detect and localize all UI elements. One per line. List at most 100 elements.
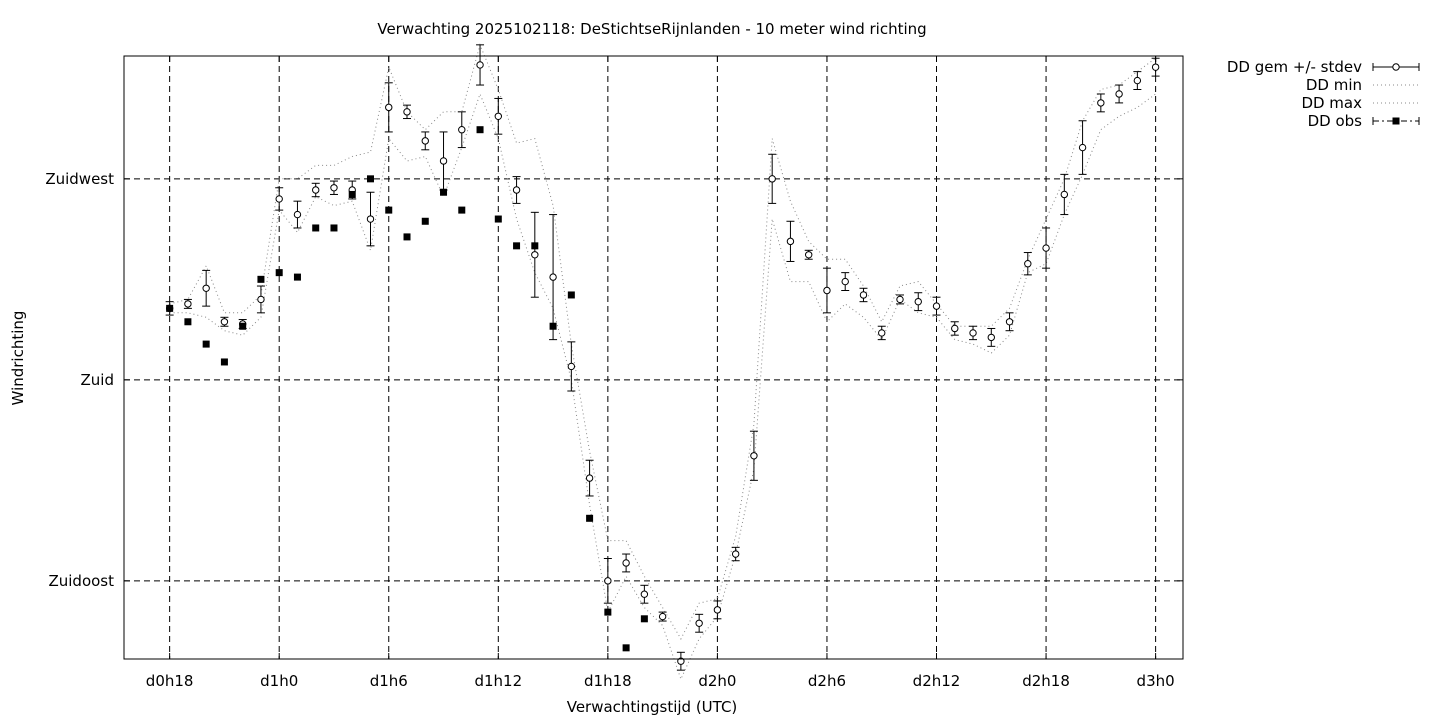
x-tick-label: d3h0 bbox=[1137, 672, 1175, 690]
mean-point bbox=[695, 619, 703, 627]
obs-point bbox=[494, 215, 502, 223]
mean-point bbox=[804, 251, 813, 259]
legend-label: DD gem +/- stdev bbox=[1227, 58, 1362, 76]
mean-point bbox=[859, 291, 868, 299]
y-tick-label: Zuid bbox=[81, 371, 114, 389]
obs-point bbox=[403, 233, 411, 241]
mean-point bbox=[1042, 244, 1050, 252]
mean-point bbox=[1024, 260, 1032, 268]
dd-max-line bbox=[169, 43, 1156, 640]
mean-point bbox=[585, 474, 594, 482]
legend-label: DD max bbox=[1301, 94, 1362, 112]
mean-point bbox=[494, 112, 503, 121]
mean-point bbox=[841, 277, 849, 286]
mean-point bbox=[439, 157, 448, 165]
obs-point bbox=[202, 340, 210, 348]
mean-errorbars bbox=[165, 44, 1160, 671]
obs-point bbox=[312, 224, 320, 232]
mean-point bbox=[1115, 90, 1123, 98]
mean-point bbox=[750, 452, 758, 460]
obs-point bbox=[257, 275, 265, 283]
mean-point bbox=[786, 237, 795, 246]
obs-point bbox=[567, 291, 575, 299]
obs-point bbox=[640, 615, 648, 623]
mean-point bbox=[403, 108, 411, 116]
mean-point bbox=[622, 559, 630, 567]
mean-point bbox=[202, 284, 210, 292]
mean-point bbox=[1060, 190, 1069, 199]
mean-point bbox=[823, 286, 831, 295]
mean-point bbox=[366, 215, 375, 223]
x-tick-label: d0h18 bbox=[146, 672, 194, 690]
mean-point bbox=[640, 590, 649, 598]
mean-point bbox=[731, 550, 740, 558]
mean-point bbox=[932, 302, 941, 310]
min-max-bands bbox=[169, 43, 1156, 681]
dd-min-line bbox=[169, 92, 1156, 681]
legend-label: DD obs bbox=[1308, 112, 1363, 130]
mean-point bbox=[458, 126, 466, 134]
obs-point bbox=[586, 514, 594, 522]
observation-points bbox=[166, 126, 648, 652]
mean-point bbox=[969, 329, 977, 337]
mean-point bbox=[987, 333, 995, 342]
obs-point bbox=[239, 322, 247, 330]
y-tick-label: Zuidwest bbox=[45, 170, 114, 188]
x-tick-label: d2h12 bbox=[913, 672, 961, 690]
mean-point bbox=[658, 612, 667, 621]
mean-point bbox=[567, 362, 576, 371]
mean-point bbox=[677, 657, 685, 665]
obs-point bbox=[366, 175, 374, 183]
obs-point bbox=[220, 358, 228, 366]
axis-ticks: d0h18 d1h0 d1h6 d1h12 d1h18 d2h0 d2h6 d2h12 d2h1… bbox=[45, 56, 1183, 690]
obs-point bbox=[166, 304, 174, 312]
obs-point bbox=[513, 242, 521, 250]
mean-point bbox=[878, 329, 886, 337]
obs-point bbox=[275, 269, 283, 277]
mean-point bbox=[476, 61, 484, 69]
obs-point bbox=[531, 242, 539, 250]
x-tick-label: d1h6 bbox=[370, 672, 408, 690]
grid-lines bbox=[124, 56, 1183, 659]
mean-point bbox=[1151, 63, 1160, 71]
obs-point bbox=[385, 206, 393, 214]
mean-point bbox=[1133, 76, 1142, 85]
mean-point bbox=[184, 300, 192, 308]
obs-point bbox=[348, 190, 356, 198]
mean-point bbox=[421, 137, 429, 145]
obs-point bbox=[458, 206, 466, 214]
obs-point bbox=[421, 217, 429, 225]
chart-title: Verwachting 2025102118: DeStichtseRijnla… bbox=[377, 20, 926, 38]
legend-sample-obs-marker bbox=[1392, 117, 1400, 125]
x-tick-label: d2h18 bbox=[1022, 672, 1070, 690]
y-tick-label: Zuidoost bbox=[48, 572, 114, 590]
mean-point bbox=[768, 175, 776, 183]
plot-frame bbox=[123, 55, 1184, 660]
x-tick-label: d2h0 bbox=[698, 672, 736, 690]
mean-point bbox=[330, 184, 338, 192]
mean-point bbox=[257, 295, 265, 304]
x-tick-label: d2h6 bbox=[808, 672, 846, 690]
x-tick-label: d1h0 bbox=[260, 672, 298, 690]
legend-label: DD min bbox=[1306, 76, 1362, 94]
mean-point bbox=[951, 324, 959, 333]
mean-point bbox=[531, 251, 539, 259]
obs-point bbox=[549, 322, 557, 330]
mean-point bbox=[1078, 143, 1087, 152]
mean-point bbox=[312, 186, 320, 194]
mean-point bbox=[896, 295, 904, 304]
mean-point bbox=[293, 210, 302, 219]
mean-point bbox=[512, 186, 521, 194]
mean-point bbox=[713, 606, 722, 614]
x-tick-label: d1h18 bbox=[584, 672, 632, 690]
mean-point bbox=[220, 318, 229, 326]
obs-point bbox=[184, 318, 192, 326]
x-axis-label: Verwachtingstijd (UTC) bbox=[567, 698, 738, 716]
x-tick-label: d1h12 bbox=[474, 672, 522, 690]
obs-point bbox=[440, 188, 448, 196]
mean-point bbox=[604, 577, 612, 585]
mean-point bbox=[275, 195, 283, 203]
mean-point bbox=[1097, 99, 1105, 107]
